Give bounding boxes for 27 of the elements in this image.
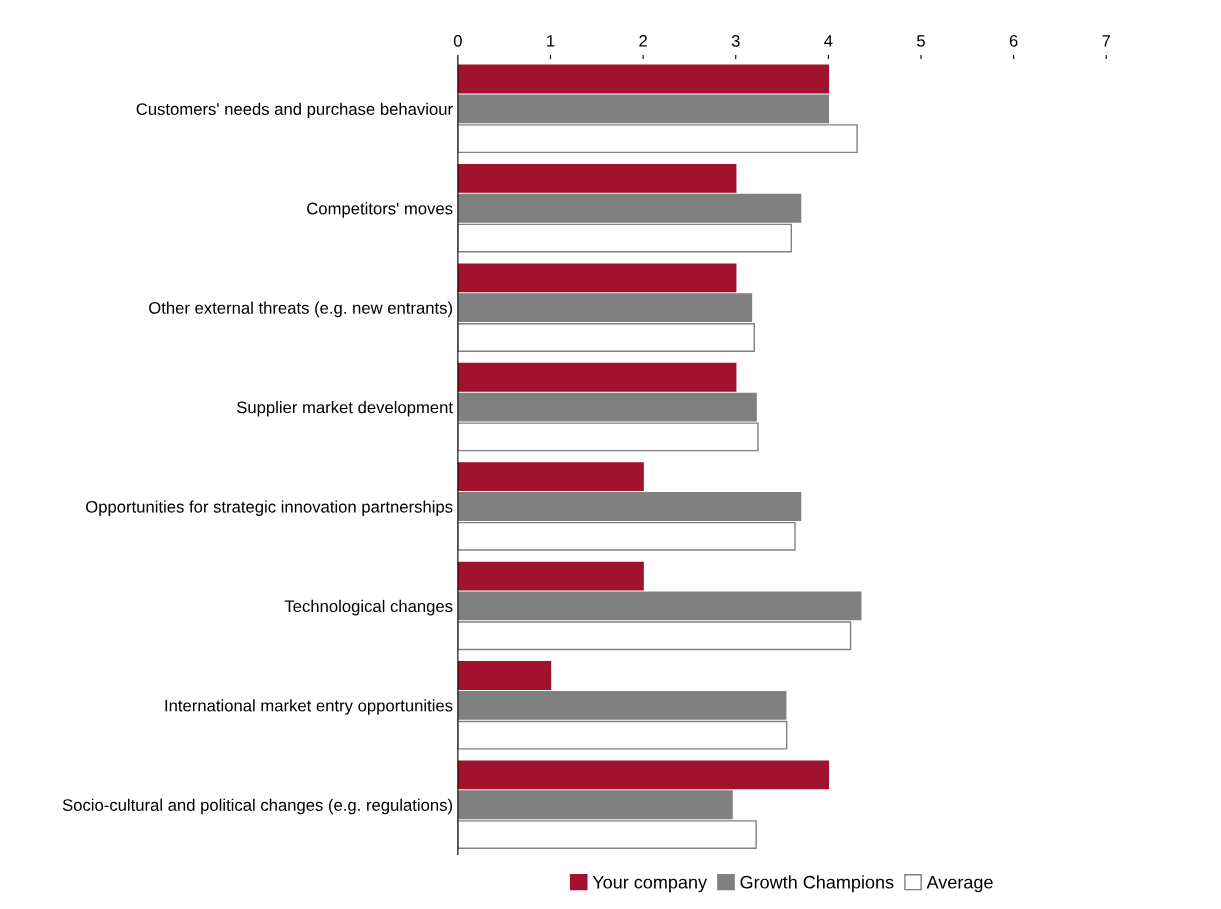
x-tick-label: 5 (917, 35, 925, 47)
legend-label: Your company (592, 875, 708, 893)
y-tick-label: Customers' needs and purchase behaviour (136, 102, 453, 119)
y-tick-label: Competitors' moves (307, 202, 453, 218)
y-tick-label: Technological changes (284, 599, 453, 616)
x-tick-label: 0 (453, 34, 462, 47)
y-tick-label: Other external threats (e.g. new entrants) (149, 301, 452, 318)
bar (457, 760, 830, 790)
y-tick-label: International market entry opportunities (165, 699, 453, 715)
x-tick-label: 2 (639, 34, 647, 47)
x-tick-label: 3 (731, 34, 740, 47)
bar (457, 561, 644, 591)
y-tick-label: Supplier market development (237, 401, 453, 417)
bar (457, 263, 737, 293)
bar (457, 64, 830, 94)
y-tick-label: Socio-cultural and political changes (e.g. regulations) (62, 798, 453, 815)
x-tick-label: 1 (547, 35, 555, 47)
x-tick-label: 4 (824, 35, 833, 47)
bar (457, 661, 552, 690)
legend-label: Average (926, 875, 993, 893)
legend-label: Growth Champions (740, 875, 894, 893)
bar (457, 163, 737, 193)
y-tick-label: Opportunities for strategic innovation partnerships (86, 500, 453, 516)
x-tick-label: 7 (1102, 35, 1111, 47)
bar (457, 362, 737, 392)
bar (457, 462, 644, 492)
x-tick-label: 6 (1009, 34, 1018, 47)
